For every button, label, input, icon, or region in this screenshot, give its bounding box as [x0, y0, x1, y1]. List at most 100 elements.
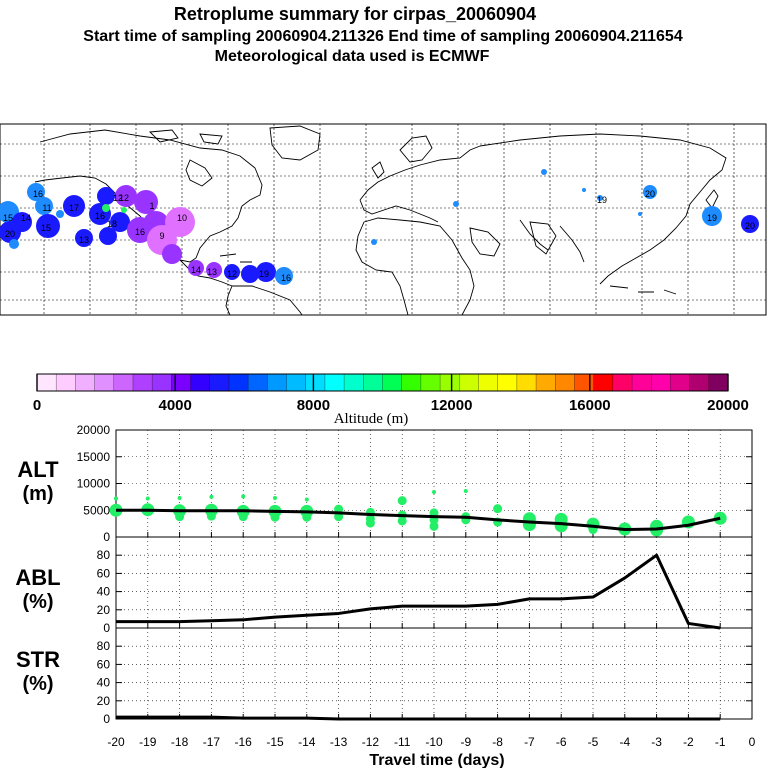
y-tick-label: 0: [103, 530, 110, 544]
plume-dot: [741, 215, 759, 233]
title-line-2: Start time of sampling 20060904.211326 E…: [83, 28, 683, 45]
plume-label: 13: [79, 235, 89, 245]
asia-coast: [479, 133, 727, 285]
plume-label: 12: [119, 193, 129, 203]
altitude-marker: [522, 518, 536, 532]
colorbar-cell: [440, 374, 460, 391]
colorbar-cell: [555, 374, 575, 391]
title-line-1: Retroplume summary for cirpas_20060904: [174, 4, 536, 24]
altitude-marker: [241, 494, 246, 499]
plume-dot: [188, 260, 204, 276]
plume-dot: [9, 239, 19, 249]
colorbar-cell: [132, 374, 153, 391]
colorbar-tick-label: 8000: [297, 397, 330, 414]
colorbar-tick-label: 16000: [569, 397, 611, 414]
plume-label: 9: [159, 231, 164, 241]
colorbar-cell: [536, 374, 556, 391]
abl-ylabel: ABL: [15, 565, 60, 590]
colorbar-cell: [37, 374, 57, 391]
plume-dot: [0, 221, 21, 243]
colorbar-cell: [612, 374, 633, 391]
altitude-marker: [273, 495, 277, 500]
plume-label: 19: [597, 195, 607, 205]
y-tick-label: 20: [97, 694, 111, 708]
plume-dot: [35, 197, 53, 215]
y-tick-label: 0: [103, 712, 110, 726]
japan: [705, 189, 719, 209]
plume-dot: [63, 195, 85, 217]
y-tick-label: 40: [97, 585, 111, 599]
x-tick-label: -14: [298, 735, 316, 749]
plume-dot: [541, 169, 547, 175]
alt-ylabel: ALT: [17, 457, 59, 482]
x-tick-label: -16: [235, 735, 253, 749]
plume-dot: [643, 185, 657, 199]
altitude-marker: [209, 494, 214, 499]
altitude-marker: [397, 516, 407, 526]
colorbar-cell: [632, 374, 652, 391]
x-tick-label: -19: [139, 735, 157, 749]
plume-label: 20: [745, 221, 755, 231]
plume-label: 10: [177, 213, 187, 223]
hudson-bay: [185, 159, 213, 187]
str-ylabel: STR: [16, 647, 60, 672]
plume-label: 17: [69, 203, 79, 213]
plume-dot: [102, 204, 110, 212]
colorbar-cell: [574, 374, 594, 391]
series-line-alt: [116, 508, 721, 532]
altitude-marker: [304, 497, 309, 502]
caribbean: [219, 253, 252, 263]
plume-dot: [206, 262, 222, 278]
colorbar-cell: [286, 374, 307, 391]
colorbar-tick-label: 20000: [707, 397, 749, 414]
altitude-marker: [175, 512, 185, 522]
altitude-marker: [554, 519, 568, 533]
y-tick-label: 5000: [83, 503, 110, 517]
plume-label: 14: [191, 265, 201, 275]
plume-label: 16: [33, 189, 43, 199]
plume-label: 19: [259, 269, 269, 279]
plume-dots: [0, 169, 759, 285]
plume-dot: [99, 227, 117, 245]
panel-str: 0 20 40 60 80: [97, 627, 753, 726]
x-tick-label: -17: [203, 735, 221, 749]
plume-dot: [36, 214, 60, 238]
altitude-marker: [365, 518, 375, 528]
plume-dot: [121, 207, 127, 213]
british-isles: [371, 161, 385, 179]
plume-dot: [127, 217, 153, 243]
time-series-panels: 0 5000 10000 15000 20000 0 20 40 60 80 0 20 40 60 80 -2…: [77, 423, 756, 749]
altitude-marker: [114, 496, 118, 501]
plume-label: 16: [135, 227, 145, 237]
altitude-marker: [177, 495, 182, 500]
panel-frame: [115, 627, 753, 720]
plume-dot: [638, 212, 642, 216]
colorbar-cell: [344, 374, 364, 391]
x-tick-label: -15: [266, 735, 284, 749]
plume-label: 13: [207, 267, 217, 277]
panel-alt: 0 5000 10000 15000 20000: [77, 423, 753, 544]
colorbar-tick-label: 0: [33, 397, 41, 414]
arctic-islands: [149, 129, 223, 145]
series-line-abl: [116, 553, 721, 630]
colorbar-cell: [382, 374, 402, 391]
x-tick-label: -5: [588, 735, 599, 749]
colorbar-cell: [670, 374, 690, 391]
x-tick-label: -10: [425, 735, 443, 749]
altitude-marker: [432, 490, 436, 495]
y-tick-label: 15000: [77, 450, 111, 464]
alt-ylabel-unit: (m): [22, 483, 53, 505]
plume-label: 15: [3, 213, 13, 223]
plume-label: 16: [95, 211, 105, 221]
plume-dot: [134, 190, 158, 214]
colorbar-ticks: 0 4000 8000 12000 16000 20000: [33, 374, 749, 414]
colorbar-cell: [651, 374, 671, 391]
x-axis-label: Travel time (days): [369, 752, 504, 768]
y-tick-label: 80: [97, 639, 111, 653]
y-tick-label: 40: [97, 676, 111, 690]
plume-label: 20: [5, 229, 15, 239]
colorbar-cell: [209, 374, 230, 391]
